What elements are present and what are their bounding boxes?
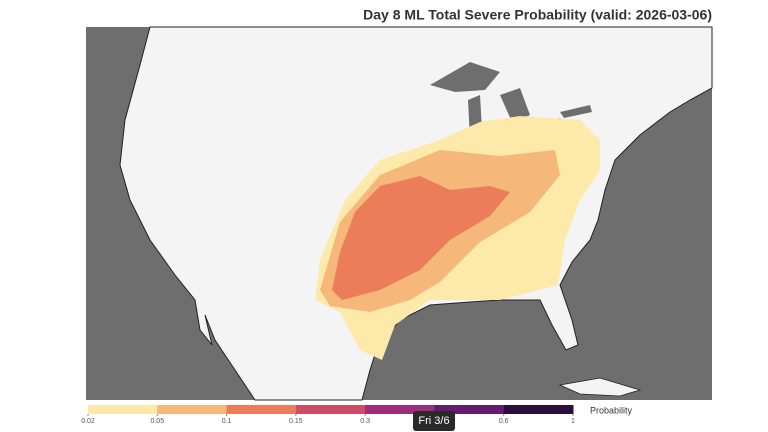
colorbar-tick-label: 0.02	[81, 418, 95, 425]
map-title: Day 8 ML Total Severe Probability (valid…	[363, 7, 712, 23]
colorbar-segment	[503, 405, 574, 414]
colorbar-segment	[88, 405, 158, 414]
colorbar-segment	[226, 405, 297, 414]
probability-zone	[332, 176, 510, 300]
lake	[560, 105, 592, 118]
colorbar-tick-label: 0.15	[289, 418, 303, 425]
lake	[430, 62, 500, 92]
colorbar-tick-label: 0.05	[150, 418, 164, 425]
colorbar-segment	[157, 405, 228, 414]
lake	[500, 88, 530, 122]
colorbar-tick-label: 1	[571, 418, 575, 425]
island	[558, 377, 642, 397]
colorbar-segment	[434, 405, 505, 414]
colorbar-tick-label: 0.1	[222, 418, 232, 425]
date-badge[interactable]	[413, 411, 455, 431]
colorbar-tick-label: 0.6	[499, 418, 509, 425]
colorbar-label: Probability	[590, 405, 633, 415]
colorbar-tick-label: 0.3	[360, 418, 370, 425]
colorbar: 0.020.050.10.150.30.450.61	[81, 405, 575, 425]
colorbar-segment	[295, 405, 366, 414]
date-badge-text[interactable]: Fri 3/6	[418, 415, 449, 427]
colorbar-segment	[365, 405, 435, 414]
